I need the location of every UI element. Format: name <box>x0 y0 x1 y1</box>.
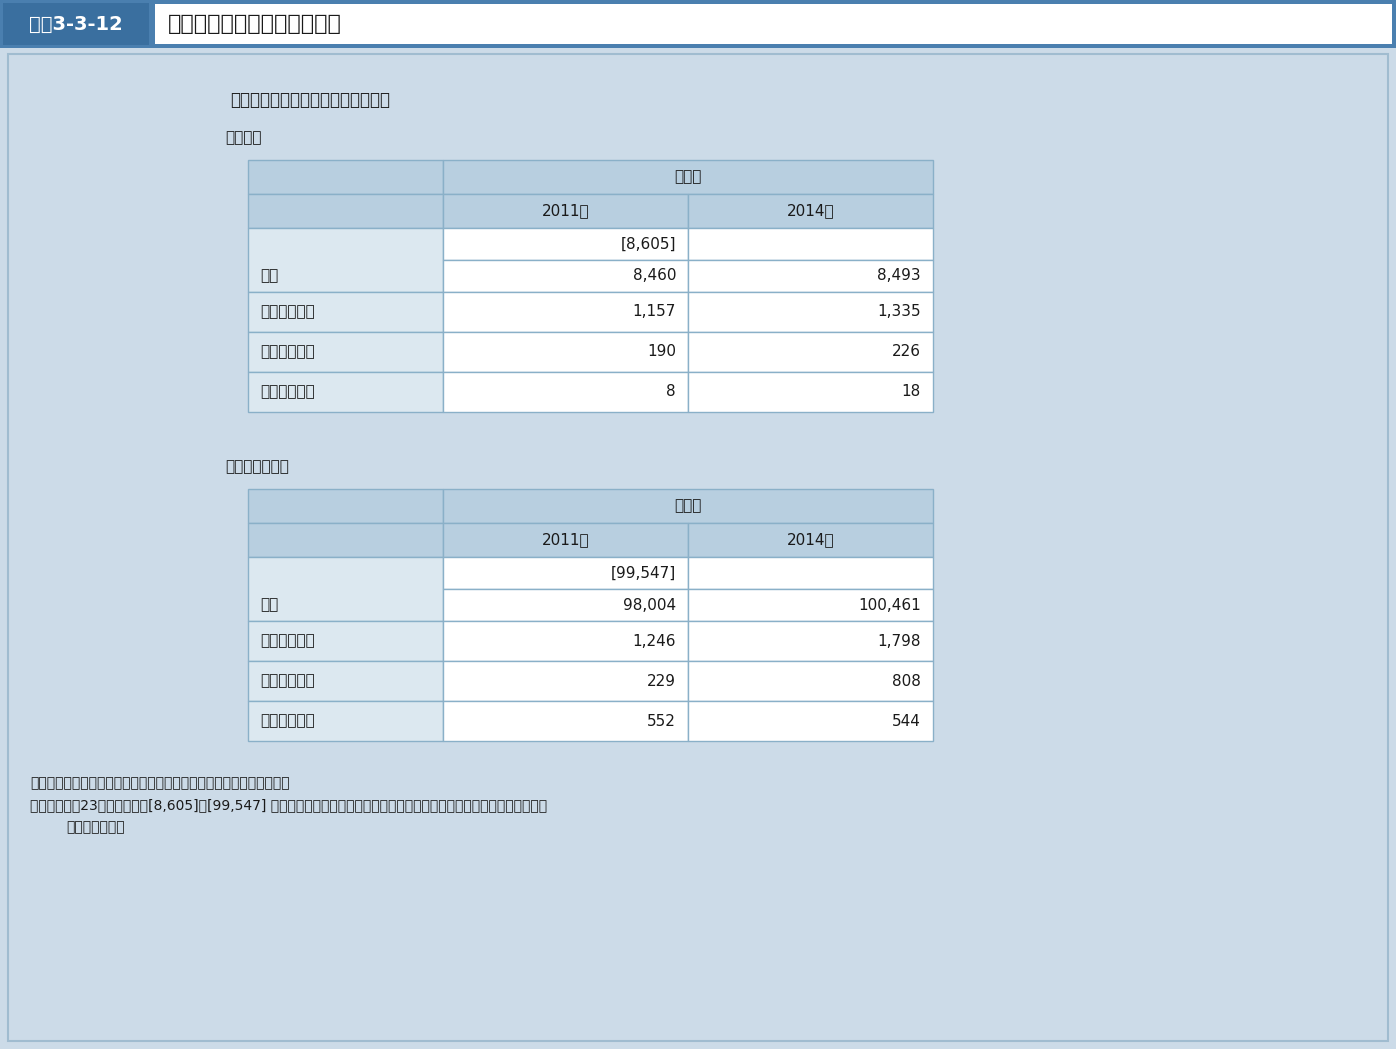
Bar <box>248 661 443 701</box>
Bar <box>248 621 443 661</box>
Text: 施設数: 施設数 <box>674 170 702 185</box>
Bar <box>688 260 933 292</box>
Bar <box>248 331 443 372</box>
Text: 1,246: 1,246 <box>632 634 676 648</box>
Bar <box>248 523 443 557</box>
Bar <box>0 0 1396 48</box>
Text: 遠隔画像診断: 遠隔画像診断 <box>260 634 314 648</box>
Text: 【遠隔医療システムの導入施設数】: 【遠隔医療システムの導入施設数】 <box>230 91 389 109</box>
Text: 226: 226 <box>892 344 921 360</box>
Bar <box>248 372 443 412</box>
Text: 遠隔病理診断: 遠隔病理診断 <box>260 344 314 360</box>
Text: 遠隔在宅医療: 遠隔在宅医療 <box>260 385 314 400</box>
Text: 190: 190 <box>646 344 676 360</box>
Bar <box>688 372 933 412</box>
Text: 18: 18 <box>902 385 921 400</box>
Bar <box>443 701 688 741</box>
Text: 2011年: 2011年 <box>542 204 589 218</box>
Bar <box>3 3 149 45</box>
Text: 8,493: 8,493 <box>877 269 921 283</box>
Bar <box>688 621 933 661</box>
Bar <box>688 701 933 741</box>
Text: 8: 8 <box>666 385 676 400</box>
Bar <box>248 292 443 331</box>
Bar <box>248 701 443 741</box>
Bar <box>443 260 688 292</box>
Bar <box>155 4 1392 44</box>
Bar <box>688 228 933 260</box>
Bar <box>443 331 688 372</box>
Text: 遠隔在宅医療: 遠隔在宅医療 <box>260 713 314 728</box>
Bar <box>248 228 443 292</box>
Bar <box>443 621 688 661</box>
Text: 総数: 総数 <box>260 598 278 613</box>
Text: 552: 552 <box>648 713 676 728</box>
Bar <box>443 588 688 621</box>
Text: 544: 544 <box>892 713 921 728</box>
Text: 100,461: 100,461 <box>859 598 921 613</box>
Bar <box>688 588 933 621</box>
Text: 2011年: 2011年 <box>542 533 589 548</box>
Text: 8,460: 8,460 <box>632 269 676 283</box>
Bar <box>688 661 933 701</box>
Bar <box>248 194 443 228</box>
Text: 〈病院〉: 〈病院〉 <box>225 130 261 146</box>
Text: 〈一般診療所〉: 〈一般診療所〉 <box>225 459 289 474</box>
Bar <box>688 292 933 331</box>
Bar <box>688 523 933 557</box>
Text: [99,547]: [99,547] <box>611 565 676 580</box>
Text: を除いた数値。: を除いた数値。 <box>66 820 124 834</box>
Text: 2014年: 2014年 <box>787 204 835 218</box>
Bar <box>443 194 688 228</box>
Bar <box>443 160 933 194</box>
Bar <box>248 489 443 523</box>
Bar <box>443 372 688 412</box>
Bar <box>443 228 688 260</box>
Bar <box>443 523 688 557</box>
Text: 1,335: 1,335 <box>877 304 921 320</box>
Text: 808: 808 <box>892 673 921 688</box>
Text: 1,798: 1,798 <box>878 634 921 648</box>
Text: （注）　平成23年について、[8,605]、[99,547] は全国の数値。それ以外は宮城県の石巻医療圏、気仙沼医療圏及び福島県: （注） 平成23年について、[8,605]、[99,547] は全国の数値。それ… <box>29 798 547 812</box>
Bar <box>248 160 443 194</box>
Text: 遠隔医療システムの導入状況: 遠隔医療システムの導入状況 <box>168 14 342 34</box>
Text: 図表3-3-12: 図表3-3-12 <box>29 15 123 34</box>
Bar <box>443 489 933 523</box>
Text: 資料：厚生労働省政策統括官付参事官付保健統計室「医療施設調査」: 資料：厚生労働省政策統括官付参事官付保健統計室「医療施設調査」 <box>29 776 289 790</box>
Bar <box>688 557 933 588</box>
Text: 98,004: 98,004 <box>623 598 676 613</box>
Bar <box>443 661 688 701</box>
Bar <box>443 292 688 331</box>
Bar <box>443 557 688 588</box>
Text: 施設数: 施設数 <box>674 498 702 514</box>
Text: 遠隔画像診断: 遠隔画像診断 <box>260 304 314 320</box>
Text: 総数: 総数 <box>260 269 278 283</box>
Text: [8,605]: [8,605] <box>620 236 676 252</box>
Text: 2014年: 2014年 <box>787 533 835 548</box>
Text: 1,157: 1,157 <box>632 304 676 320</box>
Text: 229: 229 <box>646 673 676 688</box>
Bar <box>248 557 443 621</box>
Text: 遠隔病理診断: 遠隔病理診断 <box>260 673 314 688</box>
Bar <box>688 194 933 228</box>
Bar <box>688 331 933 372</box>
